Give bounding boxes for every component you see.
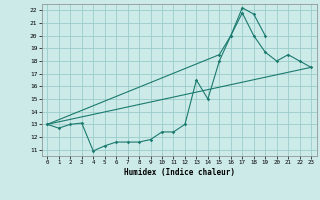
X-axis label: Humidex (Indice chaleur): Humidex (Indice chaleur)	[124, 168, 235, 177]
